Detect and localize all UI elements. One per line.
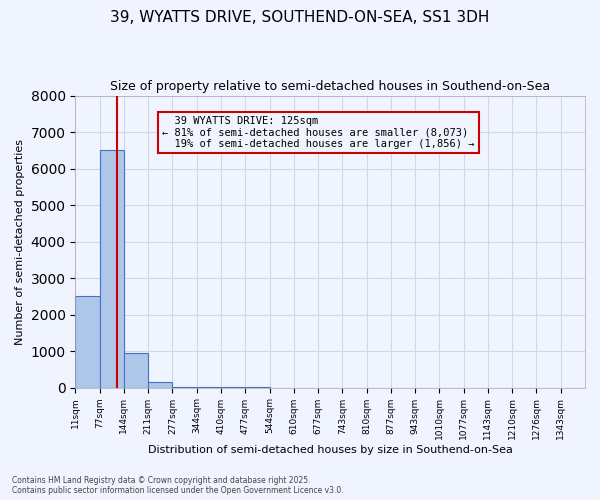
Bar — [124, 353, 148, 388]
Bar — [172, 386, 197, 388]
Bar — [148, 382, 172, 388]
Title: Size of property relative to semi-detached houses in Southend-on-Sea: Size of property relative to semi-detach… — [110, 80, 550, 93]
Y-axis label: Number of semi-detached properties: Number of semi-detached properties — [15, 138, 25, 344]
Bar — [100, 150, 124, 388]
Bar — [76, 296, 100, 388]
Text: Contains HM Land Registry data © Crown copyright and database right 2025.
Contai: Contains HM Land Registry data © Crown c… — [12, 476, 344, 495]
Text: 39 WYATTS DRIVE: 125sqm
← 81% of semi-detached houses are smaller (8,073)
  19% : 39 WYATTS DRIVE: 125sqm ← 81% of semi-de… — [162, 116, 475, 149]
Text: 39, WYATTS DRIVE, SOUTHEND-ON-SEA, SS1 3DH: 39, WYATTS DRIVE, SOUTHEND-ON-SEA, SS1 3… — [110, 10, 490, 25]
X-axis label: Distribution of semi-detached houses by size in Southend-on-Sea: Distribution of semi-detached houses by … — [148, 445, 512, 455]
